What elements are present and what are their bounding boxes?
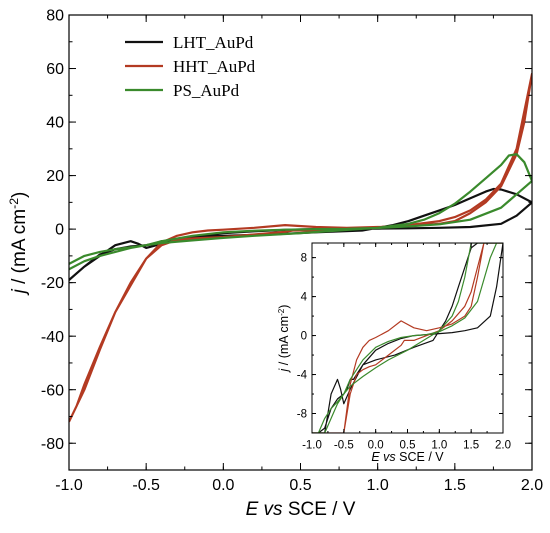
- main-x-axis-label-vs: vs: [258, 499, 283, 520]
- main-y-axis-label-close: ): [9, 192, 30, 198]
- inset-y-tick-label: -8: [297, 409, 307, 421]
- main-y-tick-label: -60: [41, 382, 64, 399]
- legend-label: LHT_AuPd: [173, 33, 254, 52]
- main-y-tick-label: 80: [46, 8, 64, 25]
- main-series-line-ps-aupd: [69, 153, 532, 271]
- main-y-tick-label: 0: [55, 222, 64, 239]
- main-panel: -1.0 -0.5 0.0 0.5 1.0 1.5 2.0-80-60-40-2002040…: [7, 8, 543, 520]
- legend-label: HHT_AuPd: [173, 57, 256, 76]
- main-y-tick-label: 60: [46, 61, 64, 78]
- inset-x-tick-label: 0.5: [400, 440, 416, 452]
- legend: LHT_AuPd HHT_AuPd PS_AuPd: [125, 33, 256, 100]
- inset-x-axis-label-symbol: E: [371, 450, 380, 464]
- legend-label: PS_AuPd: [173, 81, 240, 100]
- inset-y-tick-label: 4: [301, 292, 308, 304]
- inset-x-axis-label: E vs SCE / V: [371, 450, 444, 464]
- inset-x-tick-label: 1.0: [431, 440, 447, 452]
- main-x-tick-label: 0.5: [289, 477, 311, 494]
- main-y-axis-label: j / (mA cm-2): [7, 192, 30, 297]
- inset-y-axis-label-symbol: j: [277, 367, 291, 373]
- inset-x-tick-label: -1.0: [302, 440, 322, 452]
- inset-x-axis-label-unit: SCE / V: [396, 450, 445, 464]
- inset-series-line-hht-aupd: [312, 243, 503, 433]
- main-x-tick-label: 0.0: [212, 477, 234, 494]
- main-series-line-hht-aupd: [69, 72, 532, 423]
- inset-panel: -1.0 -0.5 0.0 0.5 1.0 1.5 2.0 -8 -4 0 4 8 E vs SCE /…: [277, 242, 511, 464]
- inset-y-axis-label-exponent: -2: [277, 308, 286, 316]
- main-x-axis-label: E vs SCE / V: [246, 499, 356, 520]
- main-y-tick-label: 20: [46, 168, 64, 185]
- inset-x-tick-label: -0.5: [334, 440, 354, 452]
- main-y-tick-label: 40: [46, 115, 64, 132]
- main-y-axis-label-exponent: -2: [7, 198, 21, 209]
- inset-x-tick-label: 1.5: [463, 440, 479, 452]
- main-x-axis-label-symbol: E: [246, 499, 259, 520]
- main-y-tick-label: -40: [41, 329, 64, 346]
- main-x-tick-label: -0.5: [132, 477, 160, 494]
- inset-y-axis-label-unit: / (mA cm: [277, 316, 291, 369]
- main-x-tick-label: 1.0: [367, 477, 389, 494]
- main-y-axis-label-unit: / (mA cm: [9, 209, 30, 289]
- inset-plot-area: [312, 243, 503, 433]
- main-x-axis-label-unit: SCE / V: [283, 499, 356, 520]
- inset-y-tick-label: 0: [301, 331, 307, 343]
- inset-x-axis-label-vs: vs: [380, 450, 396, 464]
- inset-y-tick-label: -4: [297, 370, 308, 382]
- inset-x-tick-label: 0.0: [368, 440, 384, 452]
- inset-y-axis-label: j / (mA cm-2): [277, 305, 292, 374]
- main-x-tick-label: 2.0: [521, 477, 543, 494]
- inset-y-tick-label: 8: [301, 253, 307, 265]
- main-y-tick-label: -20: [41, 275, 64, 292]
- main-x-tick-label: -1.0: [55, 477, 83, 494]
- main-y-axis-label-symbol: j: [9, 288, 30, 296]
- main-y-tick-label: -80: [41, 436, 64, 453]
- inset-series-line-ps-aupd: [312, 243, 503, 433]
- inset-x-tick-label: 2.0: [495, 440, 511, 452]
- inset-y-axis-label-close: ): [277, 305, 291, 309]
- main-x-tick-label: 1.5: [444, 477, 466, 494]
